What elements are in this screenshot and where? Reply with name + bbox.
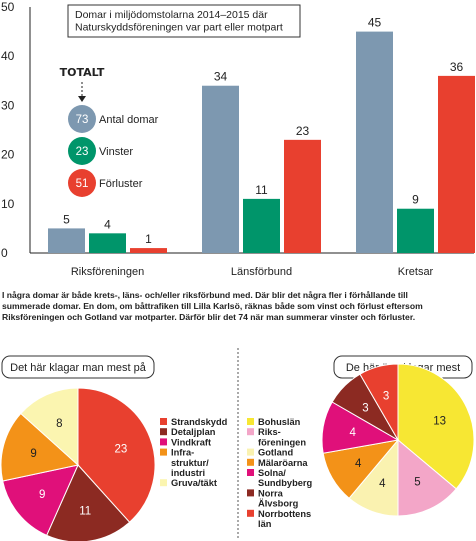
bar	[284, 139, 321, 253]
bar	[48, 228, 85, 253]
pie-legend-label: industri	[171, 468, 205, 478]
bar	[438, 75, 475, 253]
y-tick-label: 0	[1, 246, 8, 260]
pie-legend-label: Strandskydd	[171, 417, 228, 427]
bar-value-label: 36	[450, 60, 464, 74]
y-tick-label: 10	[1, 197, 15, 211]
pie-legend-label: Sundbyberg	[258, 478, 313, 488]
footnote-line: summerade domar. En dom, om båttrafiken …	[2, 301, 423, 312]
pie-value-label: 9	[30, 448, 36, 460]
bar-value-label: 11	[255, 183, 268, 197]
legend-label: Vinster	[99, 146, 133, 158]
x-category-label: Kretsar	[398, 266, 434, 278]
pie-value-label: 8	[56, 418, 62, 430]
pie-legend-label: Bohuslän	[258, 417, 301, 427]
legend-circle	[68, 137, 96, 165]
pie-value-label: 11	[79, 505, 91, 517]
bar	[356, 31, 393, 253]
pie-slice	[77, 387, 156, 523]
x-category-label: Riksföreningen	[71, 266, 144, 278]
pie-value-label: 5	[414, 477, 420, 489]
bar	[202, 85, 239, 253]
pie-legend-swatch	[247, 448, 254, 456]
bar-value-label: 4	[104, 217, 111, 231]
legend-circle	[68, 105, 96, 133]
pie-legend-label: Detaljplan	[171, 427, 216, 437]
bar	[89, 233, 126, 253]
pie-legend-swatch	[160, 428, 167, 436]
pie-legend-swatch	[247, 469, 254, 476]
pie-legend-swatch	[160, 448, 167, 456]
pie-legend-swatch	[247, 428, 254, 436]
pie-legend-label: län	[258, 519, 272, 529]
footnote: I några domar är både krets-, läns- och/…	[2, 290, 472, 324]
pie-title: Det här klagar man mest på	[10, 362, 147, 374]
pie-value-label: 9	[39, 489, 45, 501]
pie-value-label: 4	[379, 478, 386, 490]
bar-value-label: 34	[214, 70, 228, 84]
pie-slice	[397, 438, 457, 517]
legend-circle-value: 73	[76, 114, 89, 126]
pie-legend-swatch	[247, 418, 254, 425]
pie-value-label: 23	[115, 444, 128, 456]
chart-title-box	[67, 4, 301, 38]
bar-value-label: 5	[63, 212, 70, 226]
pie-value-label: 13	[433, 416, 446, 428]
pie-legend-label: Norrbottens	[258, 509, 311, 519]
legend-header: TOTALT	[60, 66, 105, 79]
pie-value-label: 3	[362, 402, 368, 414]
x-category-label: Länsförbund	[231, 266, 292, 278]
pie-legend-label: Älvsborg	[258, 499, 299, 509]
footnote-line: Riksföreningen och Gotland var motparter…	[2, 312, 416, 323]
pie-value-label: 3	[383, 391, 389, 403]
bar	[397, 208, 434, 253]
legend-circle-value: 23	[76, 146, 89, 158]
legend-arrow-head	[78, 96, 86, 102]
y-tick-label: 40	[1, 49, 15, 63]
pie-legend-label: Norra	[258, 488, 284, 498]
pie-value-label: 4	[355, 458, 362, 470]
pie-legend-swatch	[160, 479, 167, 487]
bar	[130, 248, 167, 253]
legend-label: Antal domar	[99, 114, 159, 126]
pie-legend-swatch	[247, 458, 254, 466]
chart-title-line: Domar i miljödomstolarna 2014–2015 där	[75, 9, 268, 21]
footnote-line: I några domar är både krets-, läns- och/…	[2, 290, 408, 300]
pie-slice	[397, 363, 475, 490]
pie-legend-label: Gotland	[258, 448, 293, 458]
legend-label: Förluster	[99, 178, 143, 190]
bar	[243, 198, 280, 253]
pie-legend-label: Mälaröarna	[258, 458, 308, 468]
bar-value-label: 23	[296, 124, 310, 138]
pie-legend-label: Vindkraft	[171, 437, 211, 447]
legend-circle-value: 51	[76, 178, 89, 190]
bar-value-label: 45	[368, 16, 382, 30]
pie-legend-swatch	[160, 438, 167, 446]
pie-slice	[2, 464, 79, 537]
legend-circle	[68, 169, 96, 197]
pie-slice	[359, 363, 399, 442]
y-tick-label: 20	[1, 148, 15, 162]
pie-legend-swatch	[247, 489, 254, 497]
chart-title-line: Naturskyddsföreningen var part eller mot…	[75, 22, 283, 34]
pie-title-box	[1, 355, 155, 379]
pie-slice	[0, 412, 80, 482]
pie-legend-label: föreningen	[258, 437, 306, 447]
pie-legend-label: Solna/	[258, 468, 286, 478]
pie-legend-label: Infra-	[171, 448, 194, 458]
bar-value-label: 1	[145, 232, 152, 246]
pie-slice	[20, 387, 79, 467]
pie-legend-label: struktur/	[171, 458, 209, 468]
pie-legend-label: Gruva/täkt	[171, 478, 217, 488]
pie-legend-swatch	[160, 418, 167, 425]
pie-legend-label: Riks-	[258, 427, 281, 437]
pie-value-label: 4	[349, 427, 356, 439]
pie-legend-swatch	[247, 509, 254, 517]
bar-value-label: 9	[412, 193, 419, 207]
y-tick-label: 50	[1, 0, 15, 14]
y-tick-label: 30	[1, 98, 15, 112]
